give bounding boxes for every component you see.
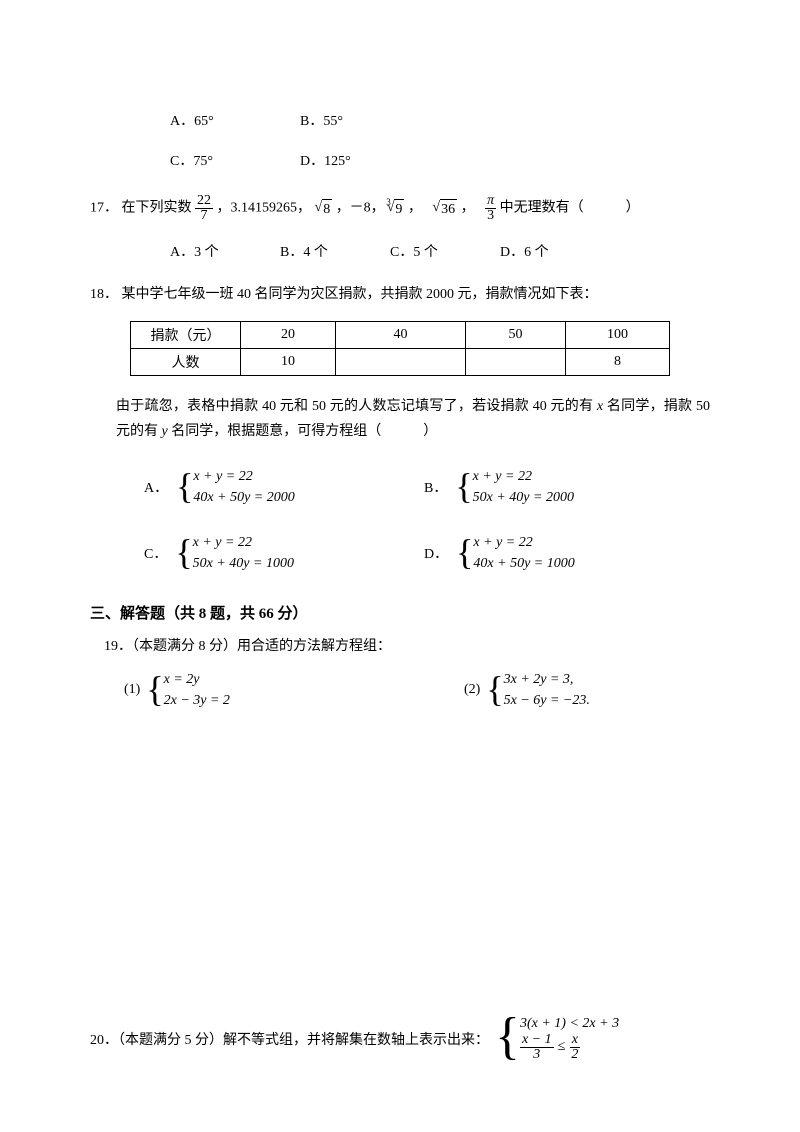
q17-num: 17． xyxy=(90,201,118,216)
q18-choices: A． { x + y = 22 40x + 50y = 2000 B． { x … xyxy=(90,466,710,574)
q17: 17． 在下列实数 22 7 ，3.14159265， √8 ，－8， 3√9 … xyxy=(90,194,710,223)
q19: 19．（本题满分 8 分）用合适的方法解方程组： xyxy=(90,635,710,655)
opt-c: C．75° xyxy=(170,150,300,170)
q17-frac1: 22 7 xyxy=(195,194,213,223)
q16-opts-row2: C．75° D．125° xyxy=(90,150,710,170)
q17-a: A．3 个 xyxy=(170,241,280,261)
q16-opts-row1: A．65° B．55° xyxy=(90,110,710,130)
q17-c: C．5 个 xyxy=(390,241,500,261)
choice-c: C． { x + y = 22 50x + 40y = 1000 xyxy=(144,532,424,574)
q19-s2: (2) { 3x + 2y = 3, 5x − 6y = −23. xyxy=(464,669,590,711)
opt-a: A．65° xyxy=(170,110,300,130)
q19-systems: (1) { x = 2y 2x − 3y = 2 (2) { 3x + 2y =… xyxy=(90,669,710,711)
q18: 18． 某中学七年级一班 40 名同学为灾区捐款，共捐款 2000 元，捐款情况… xyxy=(90,285,710,305)
section-3-heading: 三、解答题（共 8 题，共 66 分） xyxy=(90,602,710,623)
choice-b: B． { x + y = 22 50x + 40y = 2000 xyxy=(424,466,574,508)
q17-b: B．4 个 xyxy=(280,241,390,261)
opt-b: B．55° xyxy=(300,110,430,130)
q18-table: 捐款（元） 20 40 50 100 人数 10 8 xyxy=(130,321,670,376)
q20: 20．（本题满分 5 分）解不等式组，并将解集在数轴上表示出来： { 3(x +… xyxy=(90,1015,710,1062)
sqrt-8: √8 xyxy=(315,198,333,219)
opt-d: D．125° xyxy=(300,150,430,170)
q17-d: D．6 个 xyxy=(500,241,610,261)
th1: 捐款（元） xyxy=(131,321,241,348)
q18-para: 由于疏忽，表格中捐款 40 元和 50 元的人数忘记填写了，若设捐款 40 元的… xyxy=(90,394,710,444)
q18-num: 18． xyxy=(90,287,118,302)
q19-s1: (1) { x = 2y 2x − 3y = 2 xyxy=(124,669,464,711)
choice-a: A． { x + y = 22 40x + 50y = 2000 xyxy=(144,466,424,508)
q20-system: { 3(x + 1) < 2x + 3 x − 13 ≤ x2 xyxy=(495,1015,619,1062)
q17-opts: A．3 个 B．4 个 C．5 个 D．6 个 xyxy=(90,241,710,261)
q17-pre: 在下列实数 xyxy=(122,201,192,216)
cbrt-9: 3√9 xyxy=(388,198,404,219)
q17-fracpi: π 3 xyxy=(485,194,496,223)
q18-text: 某中学七年级一班 40 名同学为灾区捐款，共捐款 2000 元，捐款情况如下表： xyxy=(122,287,598,302)
choice-d: D． { x + y = 22 40x + 50y = 1000 xyxy=(424,532,575,574)
sqrt-36: √36 xyxy=(432,198,457,219)
